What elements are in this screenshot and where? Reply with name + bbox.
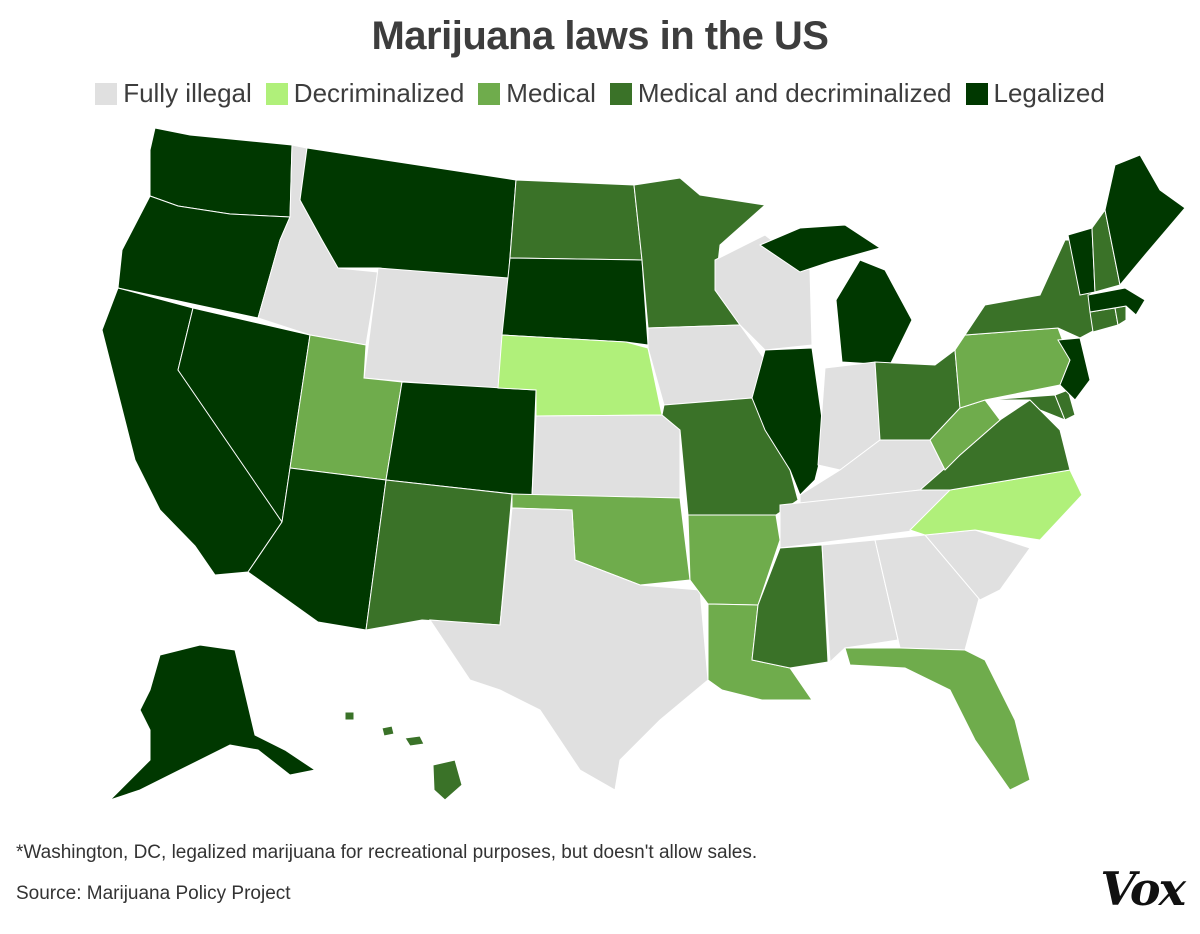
legend-label-decriminalized: Decriminalized [293, 78, 465, 108]
state-new-mexico [365, 479, 513, 631]
legend: Fully illegal Decriminalized Medical Med… [0, 78, 1200, 109]
legend-swatch-medical-and-decriminalized [609, 82, 632, 105]
state-texas [429, 507, 709, 791]
state-kansas [531, 414, 681, 499]
map-title: Marijuana laws in the US [371, 14, 829, 58]
legend-swatch-legalized [965, 82, 988, 105]
state-michigan [835, 259, 913, 366]
vox-logo: Vox [1100, 862, 1186, 916]
state-michigan-upper [758, 224, 882, 273]
footnote: *Washington, DC, legalized marijuana for… [16, 842, 758, 863]
state-north-dakota [509, 179, 643, 261]
legend-item-decriminalized: Decriminalized [265, 78, 465, 109]
state-hawaii [432, 759, 463, 801]
legend-label-fully-illegal: Fully illegal [123, 78, 252, 108]
us-map [101, 127, 1186, 801]
legend-swatch-decriminalized [265, 82, 288, 105]
state-maine [1104, 154, 1186, 287]
state-south-dakota [501, 257, 649, 346]
state-alabama [821, 539, 899, 664]
state-florida [844, 647, 1031, 791]
state-delaware [1054, 389, 1076, 421]
legend-item-medical-and-decriminalized: Medical and decriminalized [609, 78, 952, 109]
legend-label-medical: Medical [506, 78, 596, 108]
legend-item-fully-illegal: Fully illegal [95, 78, 252, 109]
legend-swatch-medical [478, 82, 501, 105]
legend-swatch-fully-illegal [95, 82, 118, 105]
source-credit: Source: Marijuana Policy Project [16, 883, 291, 904]
state-colorado [385, 381, 537, 497]
legend-item-medical: Medical [478, 78, 596, 109]
state-iowa [647, 324, 766, 406]
state-maryland [984, 394, 1066, 421]
state-georgia [874, 534, 981, 651]
state-massachusetts [1087, 287, 1146, 316]
state-hawaii-islands [344, 711, 425, 747]
legend-label-legalized: Legalized [993, 78, 1105, 108]
state-alaska [109, 644, 317, 801]
legend-item-legalized: Legalized [965, 78, 1105, 109]
state-wyoming [363, 267, 509, 391]
legend-label-medical-and-decriminalized: Medical and decriminalized [637, 78, 952, 108]
